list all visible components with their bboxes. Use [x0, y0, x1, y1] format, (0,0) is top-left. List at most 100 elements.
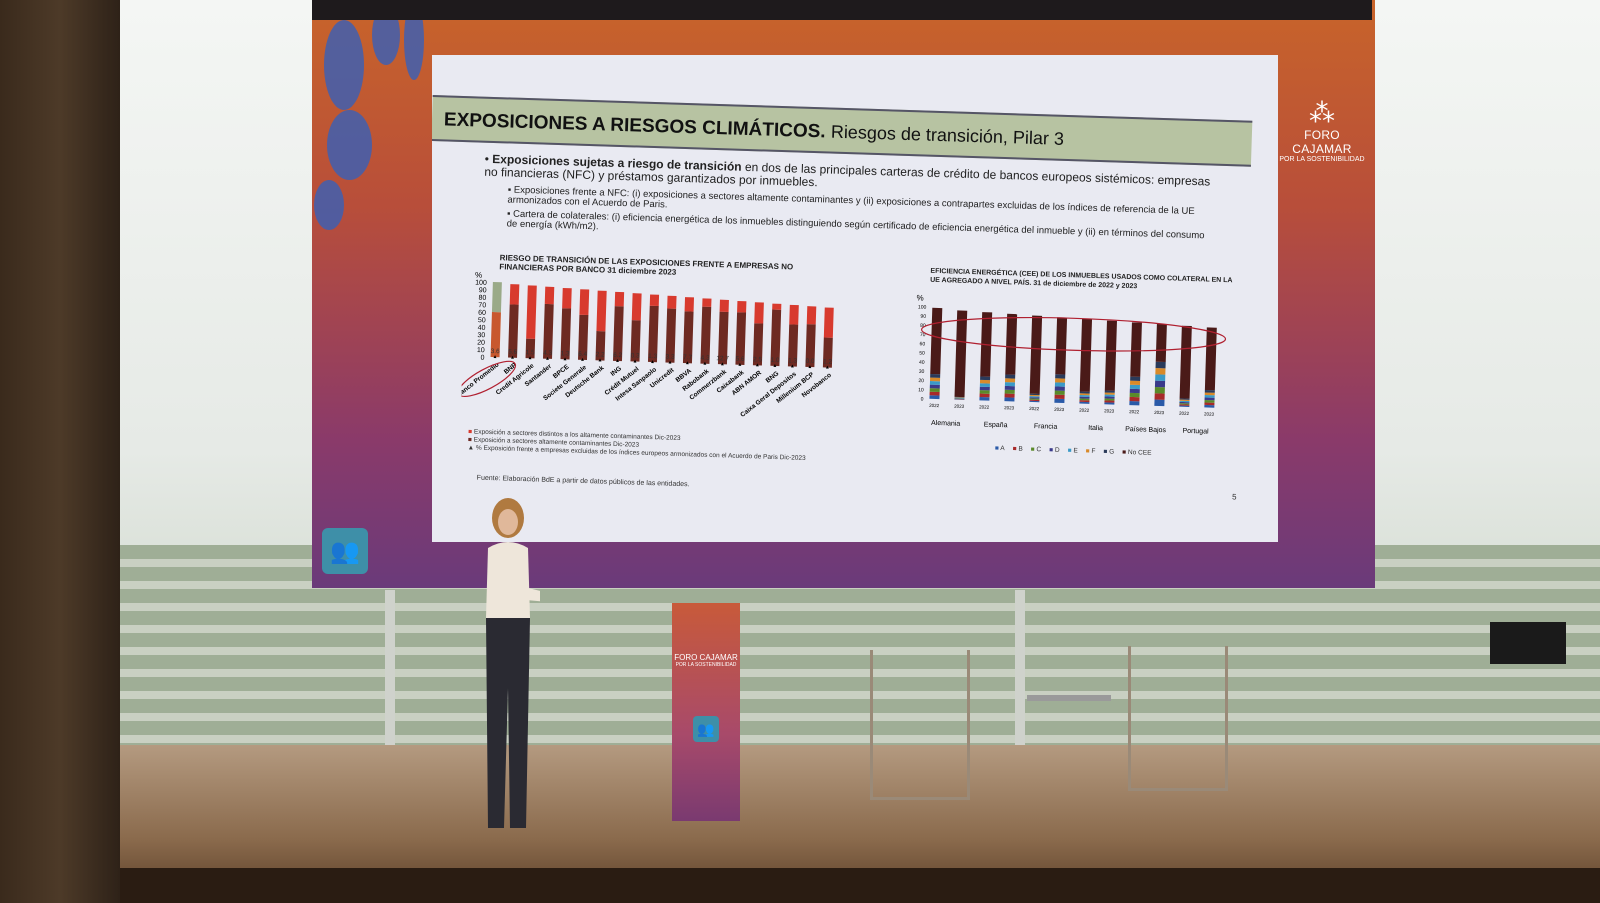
brand-tagline: POR LA SOSTENIBILIDAD: [1279, 156, 1365, 163]
bar-segment-cee: [929, 388, 940, 393]
bar-segment-cee: [1104, 396, 1115, 399]
window-mullion: [1015, 590, 1025, 750]
bar-segment-polluting: [647, 305, 659, 363]
y-tick-label: 20: [918, 378, 924, 384]
data-label: 1.5: [526, 349, 536, 356]
bar-segment-cee: [954, 399, 965, 400]
legend-item: ■ A: [994, 444, 1005, 453]
bar-segment-cee: [1204, 389, 1215, 393]
bar-segment-cee: [929, 384, 940, 389]
triangle-marker: ▲: [545, 356, 550, 362]
y-tick-label: 100: [918, 304, 927, 310]
legend-label: G: [1109, 448, 1115, 456]
y-tick-label: 90: [479, 287, 487, 294]
bar-segment-cee: [1179, 401, 1190, 404]
bar-segment-polluting: [822, 337, 833, 368]
bar-segment-polluting: [752, 323, 764, 366]
bar-segment-cee: [929, 395, 940, 400]
people-group-icon: 👥: [693, 716, 719, 742]
bar-segment-polluting: [700, 306, 712, 364]
data-label: 6.2: [613, 352, 623, 359]
data-label: 3.6: [491, 348, 501, 355]
data-label: 3.3: [665, 353, 675, 360]
bar-segment-cee: [1004, 389, 1015, 394]
bar-segment-cee: [1079, 393, 1090, 396]
x-tick-label: 2022: [979, 404, 990, 409]
bar-segment-cee: [954, 398, 965, 400]
music-stand: [1490, 622, 1566, 664]
bar-segment-cee: [980, 376, 991, 381]
highlight-ellipse: [921, 316, 1227, 352]
bar-segment-cee: [1104, 402, 1115, 405]
triangle-marker: ▲: [772, 363, 777, 369]
y-tick-label: 100: [475, 279, 487, 286]
y-tick-label: 50: [478, 317, 486, 324]
chart2-svg: % 0 10 20 30 40 50 60 70 80 90 100 2022 2023 2022 2023 2…: [916, 293, 1227, 436]
bar-segment-cee: [1154, 386, 1165, 394]
bar-segment-cee: [979, 396, 990, 401]
data-label: 1.3: [561, 350, 571, 357]
legend-item: ■ D: [1049, 446, 1060, 454]
legend-item: ■ E: [1067, 447, 1078, 455]
bar-segment-cee: [930, 377, 941, 382]
bar-segment-cee: [1179, 403, 1190, 405]
bar-segment-other: [806, 306, 817, 325]
bar-segment-cee: [1054, 394, 1065, 399]
chair: [1128, 646, 1228, 791]
triangle-marker: ▲: [702, 361, 707, 367]
bar-segment-cee: [929, 391, 940, 396]
triangle-marker: ▲: [527, 355, 532, 361]
bar-segment-cee: [1154, 380, 1166, 388]
bar-segment-cee: [1079, 391, 1090, 394]
bar-segment-other: [772, 303, 782, 310]
bar-segment-other: [789, 304, 799, 325]
bar-segment-cee: [1204, 392, 1215, 396]
bar-segment-no-cee: [930, 307, 943, 375]
x-tick-label: 2023: [1054, 407, 1065, 412]
bar-segment-polluting: [770, 309, 782, 367]
lectern: FORO CAJAMAR POR LA SOSTENIBILIDAD 👥: [672, 603, 740, 821]
triangle-marker: ▲: [562, 356, 567, 362]
legend-label: B: [1018, 445, 1023, 453]
y-tick-label: 0: [921, 397, 924, 403]
y-axis-label: %: [475, 271, 482, 280]
bar-segment-cee: [1054, 382, 1066, 387]
bar-segment-polluting: [560, 308, 572, 360]
bar-segment-no-cee: [954, 310, 968, 398]
triangle-marker: ▲: [650, 359, 655, 365]
bar-segment-polluting: [735, 312, 747, 365]
bar-segment-cee: [1004, 393, 1015, 398]
brand-name: FORO CAJAMAR: [1292, 128, 1352, 156]
bar-segment-polluting: [612, 306, 624, 362]
y-tick-label: 60: [919, 341, 925, 347]
slide-page-number: 5: [1231, 492, 1237, 502]
triangle-marker: ▲: [615, 358, 620, 364]
legend-item: ■ F: [1085, 447, 1096, 456]
slide: EXPOSICIONES A RIESGOS CLIMÁTICOS. Riesg…: [432, 55, 1278, 542]
triangle-marker: ▲: [492, 354, 497, 360]
bar-segment-polluting: [508, 304, 519, 358]
bar-segment-other: [509, 284, 520, 305]
legend-item: ■ G: [1103, 448, 1115, 456]
lectern-tagline: POR LA SOSTENIBILIDAD: [675, 662, 737, 668]
data-label: 6.4: [578, 351, 588, 358]
data-label: 12.7: [716, 355, 729, 362]
data-label: 4.3: [700, 355, 710, 362]
bar-segment-cee: [1055, 374, 1066, 379]
bar-segment-other: [631, 293, 642, 321]
slide-source: Fuente: Elaboración BdE a partir de dato…: [476, 474, 690, 489]
triangle-marker: ▲: [790, 363, 795, 369]
y-axis-label: %: [916, 293, 923, 302]
y-tick-label: 10: [918, 387, 924, 393]
bar-segment-polluting: [805, 324, 816, 368]
bar-segment-cee: [1029, 394, 1040, 397]
triangle-marker: ▲: [720, 361, 725, 367]
bar-segment-cee: [1204, 394, 1215, 398]
bar-segment-cee: [954, 397, 965, 399]
legend-label: E: [1073, 447, 1078, 455]
bar-segment-cee: [1079, 394, 1090, 397]
bar-segment-cee: [1179, 404, 1190, 406]
legend-label: D: [1054, 446, 1060, 454]
bar-segment-cee: [1005, 374, 1016, 379]
bar-segment-cee: [1029, 400, 1040, 403]
